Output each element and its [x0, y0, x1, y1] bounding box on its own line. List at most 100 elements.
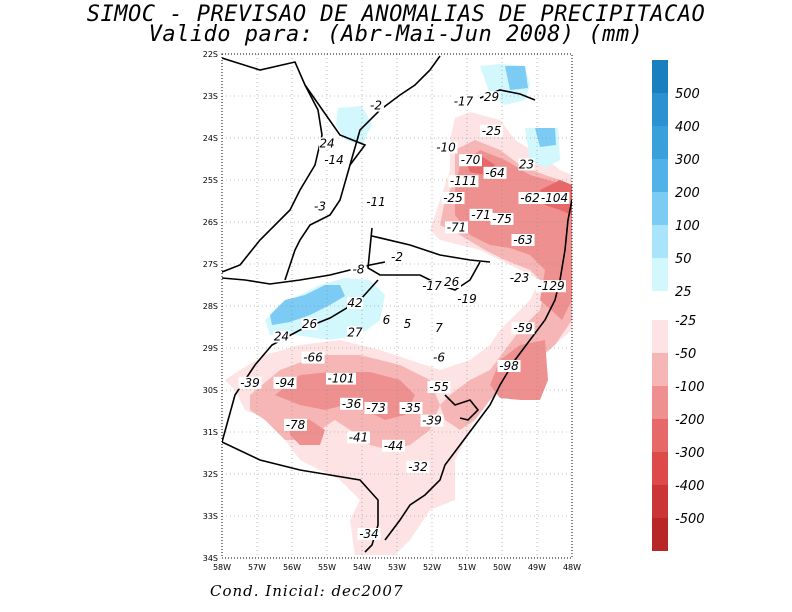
anomaly-value-label: -34	[359, 527, 379, 541]
value-label-bg	[511, 322, 535, 335]
anomaly-value-label: -94	[275, 376, 295, 390]
value-label-bg	[431, 351, 447, 364]
colorbar-swatch-negative	[652, 353, 668, 386]
anomaly-value-label: -35	[401, 401, 421, 415]
lat-tick-label: 34S	[203, 554, 218, 563]
anomaly-value-label: -129	[537, 279, 564, 293]
value-label-bg	[364, 402, 388, 414]
value-label-bg	[326, 372, 356, 385]
anomaly-value-label: -71	[447, 220, 467, 234]
colorbar-label: -500	[675, 512, 705, 527]
value-label-bg	[508, 271, 531, 284]
anomaly-value-label: -39	[240, 376, 260, 390]
map-title: SIMOC - PREVISAO DE ANOMALIAS DE PRECIPI…	[86, 2, 706, 27]
anomaly-value-label: -64	[485, 166, 505, 180]
colorbar-swatch-negative	[652, 518, 668, 551]
map-frame	[221, 53, 573, 559]
value-label-bg	[497, 360, 521, 372]
anomaly-value-label: -6	[433, 351, 445, 365]
anomaly-value-label: -19	[457, 292, 477, 306]
anomaly-value-label: -17	[454, 94, 474, 108]
value-label-bg	[434, 141, 458, 154]
axis-tick-layer: 58W 57W 56W 55W 54W 53W 52W 51W 50W 49W 48W 22S 23S 2…	[203, 50, 581, 572]
colorbar-label: -200	[675, 413, 705, 428]
lat-tick-label: 24S	[203, 134, 218, 143]
footer-init-condition: Cond. Inicial: dec2007	[210, 582, 404, 600]
value-label-bg	[368, 99, 384, 112]
value-label-bg	[238, 376, 262, 389]
graticule	[222, 54, 572, 558]
colorbar-label: 500	[675, 87, 700, 102]
value-label-bg	[445, 221, 468, 234]
lat-tick-label: 28S	[203, 302, 218, 311]
anomaly-value-label: -62	[520, 191, 540, 205]
value-label-bg	[273, 330, 290, 343]
lat-tick-label: 32S	[203, 470, 218, 479]
value-label-bg	[322, 154, 346, 167]
value-label-bg	[441, 192, 465, 204]
value-label-bg	[427, 381, 451, 393]
lon-tick-label: 56W	[283, 563, 301, 572]
anomaly-value-label: -59	[513, 321, 533, 335]
anomaly-value-label: -10	[436, 141, 456, 155]
value-label-bg	[389, 250, 405, 263]
value-label-bg	[340, 397, 363, 410]
anomaly-value-label: -32	[408, 460, 428, 474]
colorbar-label: -50	[675, 347, 696, 362]
anomaly-value-label: 27	[347, 325, 363, 339]
value-label-bg	[459, 154, 482, 167]
anomaly-value-label: -8	[353, 262, 365, 276]
lat-tick-label: 29S	[203, 344, 218, 353]
colorbar-swatch-positive	[652, 126, 668, 159]
lon-tick-label: 54W	[353, 563, 371, 572]
colorbar-label: -400	[675, 479, 705, 494]
colorbar-label: 25	[675, 285, 692, 300]
colorbar-swatch-negative	[652, 419, 668, 452]
colorbar-swatch-negative	[652, 485, 668, 518]
anomaly-value-label: 7	[435, 321, 443, 335]
colorbar-swatch-negative	[652, 386, 668, 419]
lat-tick-label: 27S	[203, 260, 218, 269]
lon-tick-label: 48W	[563, 563, 581, 572]
colorbar-swatch-positive	[652, 192, 668, 225]
value-label-bg	[438, 276, 461, 288]
lon-tick-label: 49W	[528, 563, 546, 572]
anomaly-value-label: -75	[492, 212, 512, 226]
anomaly-value-label: 24	[319, 136, 334, 150]
value-label-bg	[480, 124, 503, 137]
anomaly-value-label: -3	[314, 199, 326, 213]
value-label-bg	[382, 439, 405, 452]
lon-tick-label: 50W	[493, 563, 511, 572]
colorbar-label: -25	[675, 314, 696, 329]
anomaly-shading	[225, 64, 572, 555]
value-label-bg	[403, 318, 412, 330]
value-label-bg	[469, 208, 493, 221]
value-label-bg	[420, 414, 444, 427]
value-label-bg	[434, 322, 444, 335]
colorbar-swatch-positive	[652, 225, 668, 258]
lon-tick-label: 58W	[213, 563, 231, 572]
anomaly-value-label: 23	[519, 157, 534, 171]
value-label-bg	[284, 418, 307, 431]
value-label-bg	[536, 280, 566, 293]
value-label-bg	[357, 528, 381, 540]
lat-tick-label: 26S	[203, 218, 218, 227]
colorbar-swatch-positive	[652, 60, 668, 93]
lat-tick-label: 22S	[203, 50, 218, 59]
anomaly-value-label: -55	[429, 380, 449, 394]
value-label-bg	[455, 292, 479, 305]
value-label-bg	[382, 313, 391, 326]
value-label-bg	[511, 234, 535, 246]
value-label-bg	[448, 175, 479, 188]
value-label-bg	[399, 402, 423, 414]
value-label-bg	[347, 431, 370, 444]
colorbar-label: 300	[675, 153, 700, 168]
anomaly-value-label: -23	[510, 271, 530, 285]
value-label-bg	[420, 280, 444, 293]
lat-tick-label: 25S	[203, 176, 218, 185]
anomaly-value-label: -78	[286, 418, 306, 432]
lon-tick-label: 57W	[248, 563, 266, 572]
lon-tick-label: 52W	[423, 563, 441, 572]
anomaly-value-label: -25	[482, 124, 502, 138]
